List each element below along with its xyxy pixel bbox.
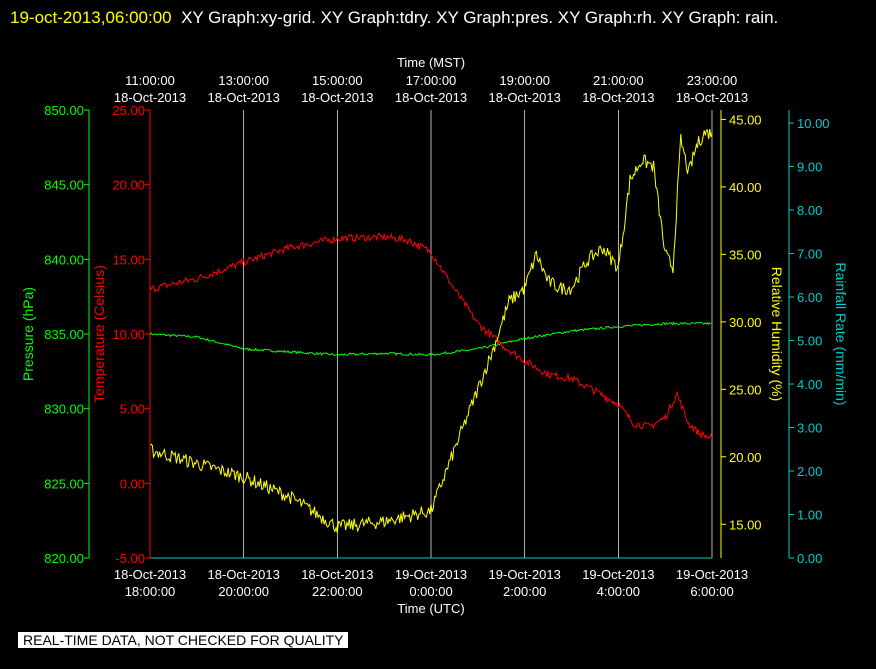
rain-tick-label: 0.00 — [797, 551, 822, 566]
rain-tick-label: 4.00 — [797, 377, 822, 392]
humidity-tick-label: 30.00 — [729, 315, 762, 330]
rain-tick-label: 10.00 — [797, 116, 830, 131]
x-bottom-tick-time: 20:00:00 — [218, 584, 269, 599]
x-top-tick-date: 18-Oct-2013 — [395, 90, 467, 105]
x-bottom-tick-date: 18-Oct-2013 — [208, 567, 280, 582]
x-bottom-tick-time: 18:00:00 — [125, 584, 176, 599]
x-top-tick-time: 19:00:00 — [499, 73, 550, 88]
pressure-series-line — [149, 321, 713, 357]
humidity-axis-label: Relative Humidity (%) — [769, 267, 785, 402]
humidity-tick-label: 35.00 — [729, 247, 762, 262]
humidity-tick-label: 40.00 — [729, 180, 762, 195]
pressure-tick-label: 835.00 — [44, 327, 84, 342]
x-top-axis-label: Time (MST) — [397, 55, 465, 70]
graph-list: XY Graph:xy-grid. XY Graph:tdry. XY Grap… — [181, 8, 779, 27]
x-bottom-axis-label: Time (UTC) — [397, 601, 464, 616]
x-bottom-tick-time: 6:00:00 — [690, 584, 733, 599]
pressure-tick-label: 840.00 — [44, 252, 84, 267]
pressure-tick-label: 820.00 — [44, 551, 84, 566]
pressure-tick-label: 830.00 — [44, 402, 84, 417]
x-bottom-tick-date: 19-Oct-2013 — [582, 567, 654, 582]
x-bottom-tick-time: 22:00:00 — [312, 584, 363, 599]
humidity-tick-label: 20.00 — [729, 450, 762, 465]
x-top-tick-date: 18-Oct-2013 — [301, 90, 373, 105]
x-top-tick-time: 13:00:00 — [218, 73, 269, 88]
temperature-tick-label: 25.00 — [112, 103, 145, 118]
rain-tick-label: 9.00 — [797, 160, 822, 175]
rain-tick-label: 3.00 — [797, 421, 822, 436]
timestamp: 19-oct-2013,06:00:00 — [10, 8, 172, 27]
x-bottom-tick-date: 18-Oct-2013 — [114, 567, 186, 582]
x-bottom-tick-time: 0:00:00 — [409, 584, 452, 599]
rain-tick-label: 7.00 — [797, 247, 822, 262]
pressure-tick-label: 850.00 — [44, 103, 84, 118]
pressure-tick-label: 825.00 — [44, 476, 84, 491]
humidity-tick-label: 25.00 — [729, 382, 762, 397]
x-bottom-tick-date: 19-Oct-2013 — [676, 567, 748, 582]
x-bottom-tick-date: 18-Oct-2013 — [301, 567, 373, 582]
x-bottom-tick-time: 4:00:00 — [597, 584, 640, 599]
x-top-tick-date: 18-Oct-2013 — [489, 90, 561, 105]
x-top-tick-date: 18-Oct-2013 — [582, 90, 654, 105]
rain-axis-label: Rainfall Rate (mm/min) — [833, 262, 849, 405]
rain-tick-label: 1.00 — [797, 508, 822, 523]
humidity-tick-label: 15.00 — [729, 517, 762, 532]
x-bottom-tick-date: 19-Oct-2013 — [395, 567, 467, 582]
graph-header: 19-oct-2013,06:00:00 XY Graph:xy-grid. X… — [10, 2, 860, 34]
x-top-tick-date: 18-Oct-2013 — [676, 90, 748, 105]
x-top-tick-date: 18-Oct-2013 — [114, 90, 186, 105]
temperature-axis-label: Temperature (Celsius) — [91, 265, 107, 403]
temperature-tick-label: -5.00 — [115, 551, 145, 566]
x-top-tick-time: 17:00:00 — [406, 73, 457, 88]
x-top-tick-time: 21:00:00 — [593, 73, 644, 88]
quality-disclaimer: REAL-TIME DATA, NOT CHECKED FOR QUALITY — [18, 632, 349, 648]
x-top-tick-time: 23:00:00 — [687, 73, 738, 88]
x-bottom-tick-time: 2:00:00 — [503, 584, 546, 599]
rain-tick-label: 8.00 — [797, 203, 822, 218]
humidity-tick-label: 45.00 — [729, 112, 762, 127]
x-top-tick-time: 11:00:00 — [125, 73, 175, 88]
rain-tick-label: 5.00 — [797, 334, 822, 349]
temperature-tick-label: 10.00 — [112, 327, 145, 342]
temperature-tick-label: 5.00 — [120, 402, 145, 417]
x-top-tick-date: 18-Oct-2013 — [208, 90, 280, 105]
temperature-tick-label: 15.00 — [112, 252, 145, 267]
rain-tick-label: 6.00 — [797, 290, 822, 305]
x-bottom-tick-date: 19-Oct-2013 — [489, 567, 561, 582]
pressure-axis-label: Pressure (hPa) — [20, 287, 36, 381]
humidity-series-line — [149, 129, 713, 534]
pressure-tick-label: 845.00 — [44, 178, 84, 193]
temperature-tick-label: 0.00 — [120, 476, 145, 491]
temperature-tick-label: 20.00 — [112, 178, 145, 193]
temperature-series-line — [149, 232, 713, 440]
rain-tick-label: 2.00 — [797, 464, 822, 479]
x-top-tick-time: 15:00:00 — [312, 73, 363, 88]
